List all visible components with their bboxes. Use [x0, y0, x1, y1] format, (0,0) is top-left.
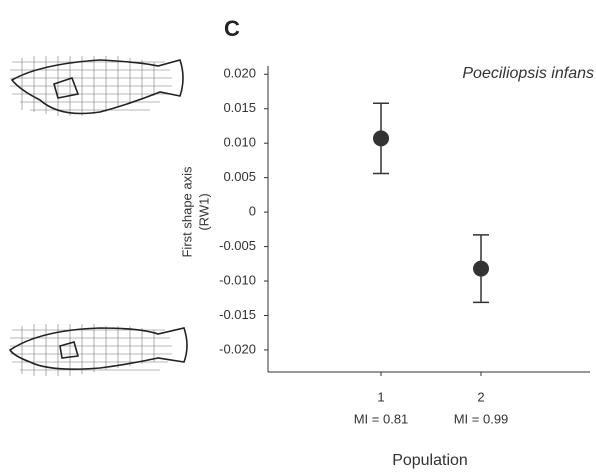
category-note: MI = 0.81 — [354, 411, 409, 426]
y-axis-label: First shape axis — [179, 166, 194, 258]
fish-top — [10, 56, 184, 116]
annotation: Poeciliopsis infans — [462, 65, 594, 82]
y-tick-label: 0.015 — [223, 100, 256, 115]
y-tick-label: 0 — [249, 204, 256, 219]
panel-label: C — [224, 16, 240, 41]
y-tick-label: -0.010 — [219, 272, 256, 287]
category-note: MI = 0.99 — [454, 411, 509, 426]
x-axis-label: Population — [392, 452, 468, 469]
x-tick-label: 2 — [477, 389, 484, 404]
y-tick-label: 0.010 — [223, 135, 256, 150]
y-tick-label: 0.005 — [223, 169, 256, 184]
y-tick-label: 0.020 — [223, 66, 256, 81]
y-tick-label: -0.005 — [219, 238, 256, 253]
y-tick-label: -0.015 — [219, 307, 256, 322]
point — [473, 260, 489, 277]
point — [373, 130, 389, 147]
fish-bottom — [8, 324, 188, 376]
x-tick-label: 1 — [377, 389, 384, 404]
y-axis-label: (RW1) — [196, 193, 211, 230]
y-tick-label: -0.020 — [219, 341, 256, 356]
